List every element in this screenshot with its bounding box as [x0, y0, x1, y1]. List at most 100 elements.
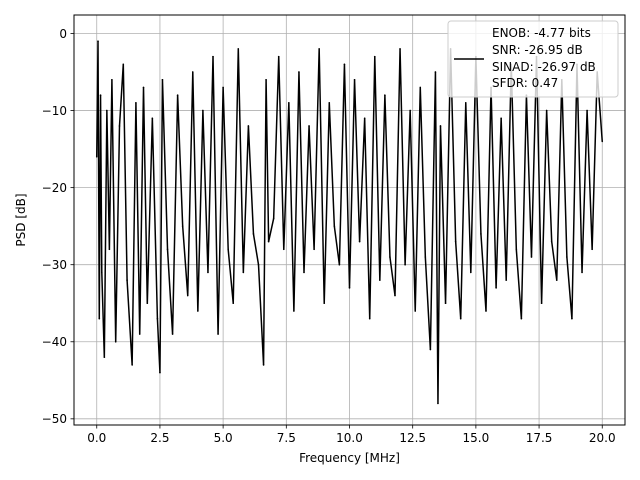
psd-data-point — [505, 279, 508, 281]
psd-data-point — [108, 248, 111, 251]
psd-data-point — [313, 248, 315, 251]
psd-data-point — [282, 248, 285, 251]
psd-data-point — [414, 310, 417, 312]
y-tick-label: −40 — [42, 335, 67, 349]
psd-data-point — [298, 71, 300, 73]
psd-data-point — [156, 317, 159, 320]
psd-data-point — [454, 240, 457, 243]
psd-data-point — [437, 402, 439, 405]
psd-data-point — [480, 233, 482, 235]
y-tick-label: −10 — [42, 104, 67, 118]
psd-data-point — [343, 63, 346, 66]
psd-data-point — [424, 256, 427, 258]
x-tick-label: 2.5 — [150, 431, 169, 445]
psd-data-point — [146, 302, 149, 305]
psd-data-point — [95, 156, 98, 158]
x-tick-label: 15.0 — [463, 431, 490, 445]
psd-data-point — [429, 348, 432, 351]
psd-data-point — [191, 71, 194, 73]
psd-data-point — [212, 55, 214, 58]
psd-data-point — [118, 125, 121, 127]
psd-data-point — [288, 102, 290, 104]
psd-data-point — [389, 256, 391, 258]
psd-data-point — [379, 279, 381, 281]
x-tick-label: 7.5 — [277, 431, 296, 445]
psd-data-point — [138, 333, 141, 335]
x-tick-label: 17.5 — [526, 431, 553, 445]
y-tick-label: 0 — [59, 27, 67, 41]
psd-data-point — [353, 78, 356, 81]
legend-enob: ENOB: -4.77 bits — [492, 26, 591, 40]
psd-data-point — [267, 240, 270, 243]
psd-data-point — [581, 271, 583, 274]
psd-data-point — [470, 271, 472, 274]
psd-data-point — [591, 248, 593, 251]
psd-data-point — [434, 71, 437, 73]
psd-data-point — [97, 40, 99, 42]
psd-data-point — [197, 310, 199, 312]
psd-data-point — [142, 86, 145, 89]
psd-data-point — [318, 48, 320, 50]
psd-data-point — [106, 109, 108, 112]
psd-data-point — [373, 55, 376, 58]
psd-data-point — [409, 109, 411, 112]
legend: ENOB: -4.77 bits SNR: -26.95 dB SINAD: -… — [447, 20, 619, 98]
psd-data-point — [161, 78, 164, 81]
psd-data-point — [368, 317, 371, 320]
psd-data-point — [111, 78, 113, 81]
psd-data-point — [171, 333, 174, 335]
psd-data-point — [464, 102, 467, 104]
y-axis-label: PSD [dB] — [14, 193, 28, 246]
psd-data-point — [176, 94, 179, 96]
psd-data-point — [151, 117, 154, 120]
x-tick-label: 5.0 — [214, 431, 233, 445]
psd-data-point — [227, 248, 229, 251]
psd-data-point — [122, 63, 125, 66]
psd-data-point — [586, 109, 588, 112]
psd-data-point — [439, 125, 442, 127]
psd-data-point — [545, 109, 548, 112]
psd-data-point — [485, 310, 487, 312]
y-tick-label: −20 — [42, 181, 67, 195]
psd-data-point — [186, 294, 189, 297]
psd-data-point — [247, 125, 250, 127]
psd-data-point — [363, 117, 366, 120]
psd-data-point — [500, 117, 502, 120]
psd-data-point — [394, 294, 396, 297]
legend-box — [447, 20, 619, 98]
psd-data-point — [262, 364, 265, 366]
psd-data-point — [99, 94, 102, 96]
psd-data-point — [358, 240, 361, 243]
psd-data-point — [515, 248, 518, 251]
psd-data-point — [540, 302, 543, 305]
psd-data-point — [520, 317, 523, 320]
y-tick-label: −30 — [42, 258, 67, 272]
psd-data-point — [101, 271, 103, 274]
psd-data-point — [338, 263, 341, 266]
psd-data-point — [571, 317, 573, 320]
x-axis: 0.0 2.5 5.0 7.5 10.0 12.5 15.0 17.5 20.0 — [87, 425, 616, 445]
psd-data-point — [404, 263, 406, 266]
psd-data-point — [459, 317, 462, 320]
psd-data-point — [207, 271, 209, 274]
psd-data-point — [166, 248, 169, 251]
legend-sfdr: SFDR: 0.47 — [492, 76, 558, 90]
psd-data-point — [126, 279, 128, 281]
y-axis: 0 −10 −20 −30 −40 −50 — [42, 27, 74, 426]
psd-data-point — [242, 271, 245, 274]
psd-data-point — [272, 217, 275, 220]
psd-data-point — [98, 317, 101, 320]
psd-data-point — [257, 263, 260, 266]
psd-data-point — [495, 287, 497, 289]
psd-data-point — [131, 364, 133, 366]
y-tick-label: −50 — [42, 412, 67, 426]
psd-data-point — [348, 287, 351, 289]
x-tick-label: 12.5 — [399, 431, 426, 445]
psd-data-point — [333, 225, 336, 227]
legend-snr: SNR: -26.95 dB — [492, 43, 583, 57]
psd-data-point — [303, 271, 305, 274]
psd-data-point — [103, 356, 106, 358]
x-axis-label: Frequency [MHz] — [299, 451, 400, 465]
psd-data-point — [530, 256, 533, 258]
